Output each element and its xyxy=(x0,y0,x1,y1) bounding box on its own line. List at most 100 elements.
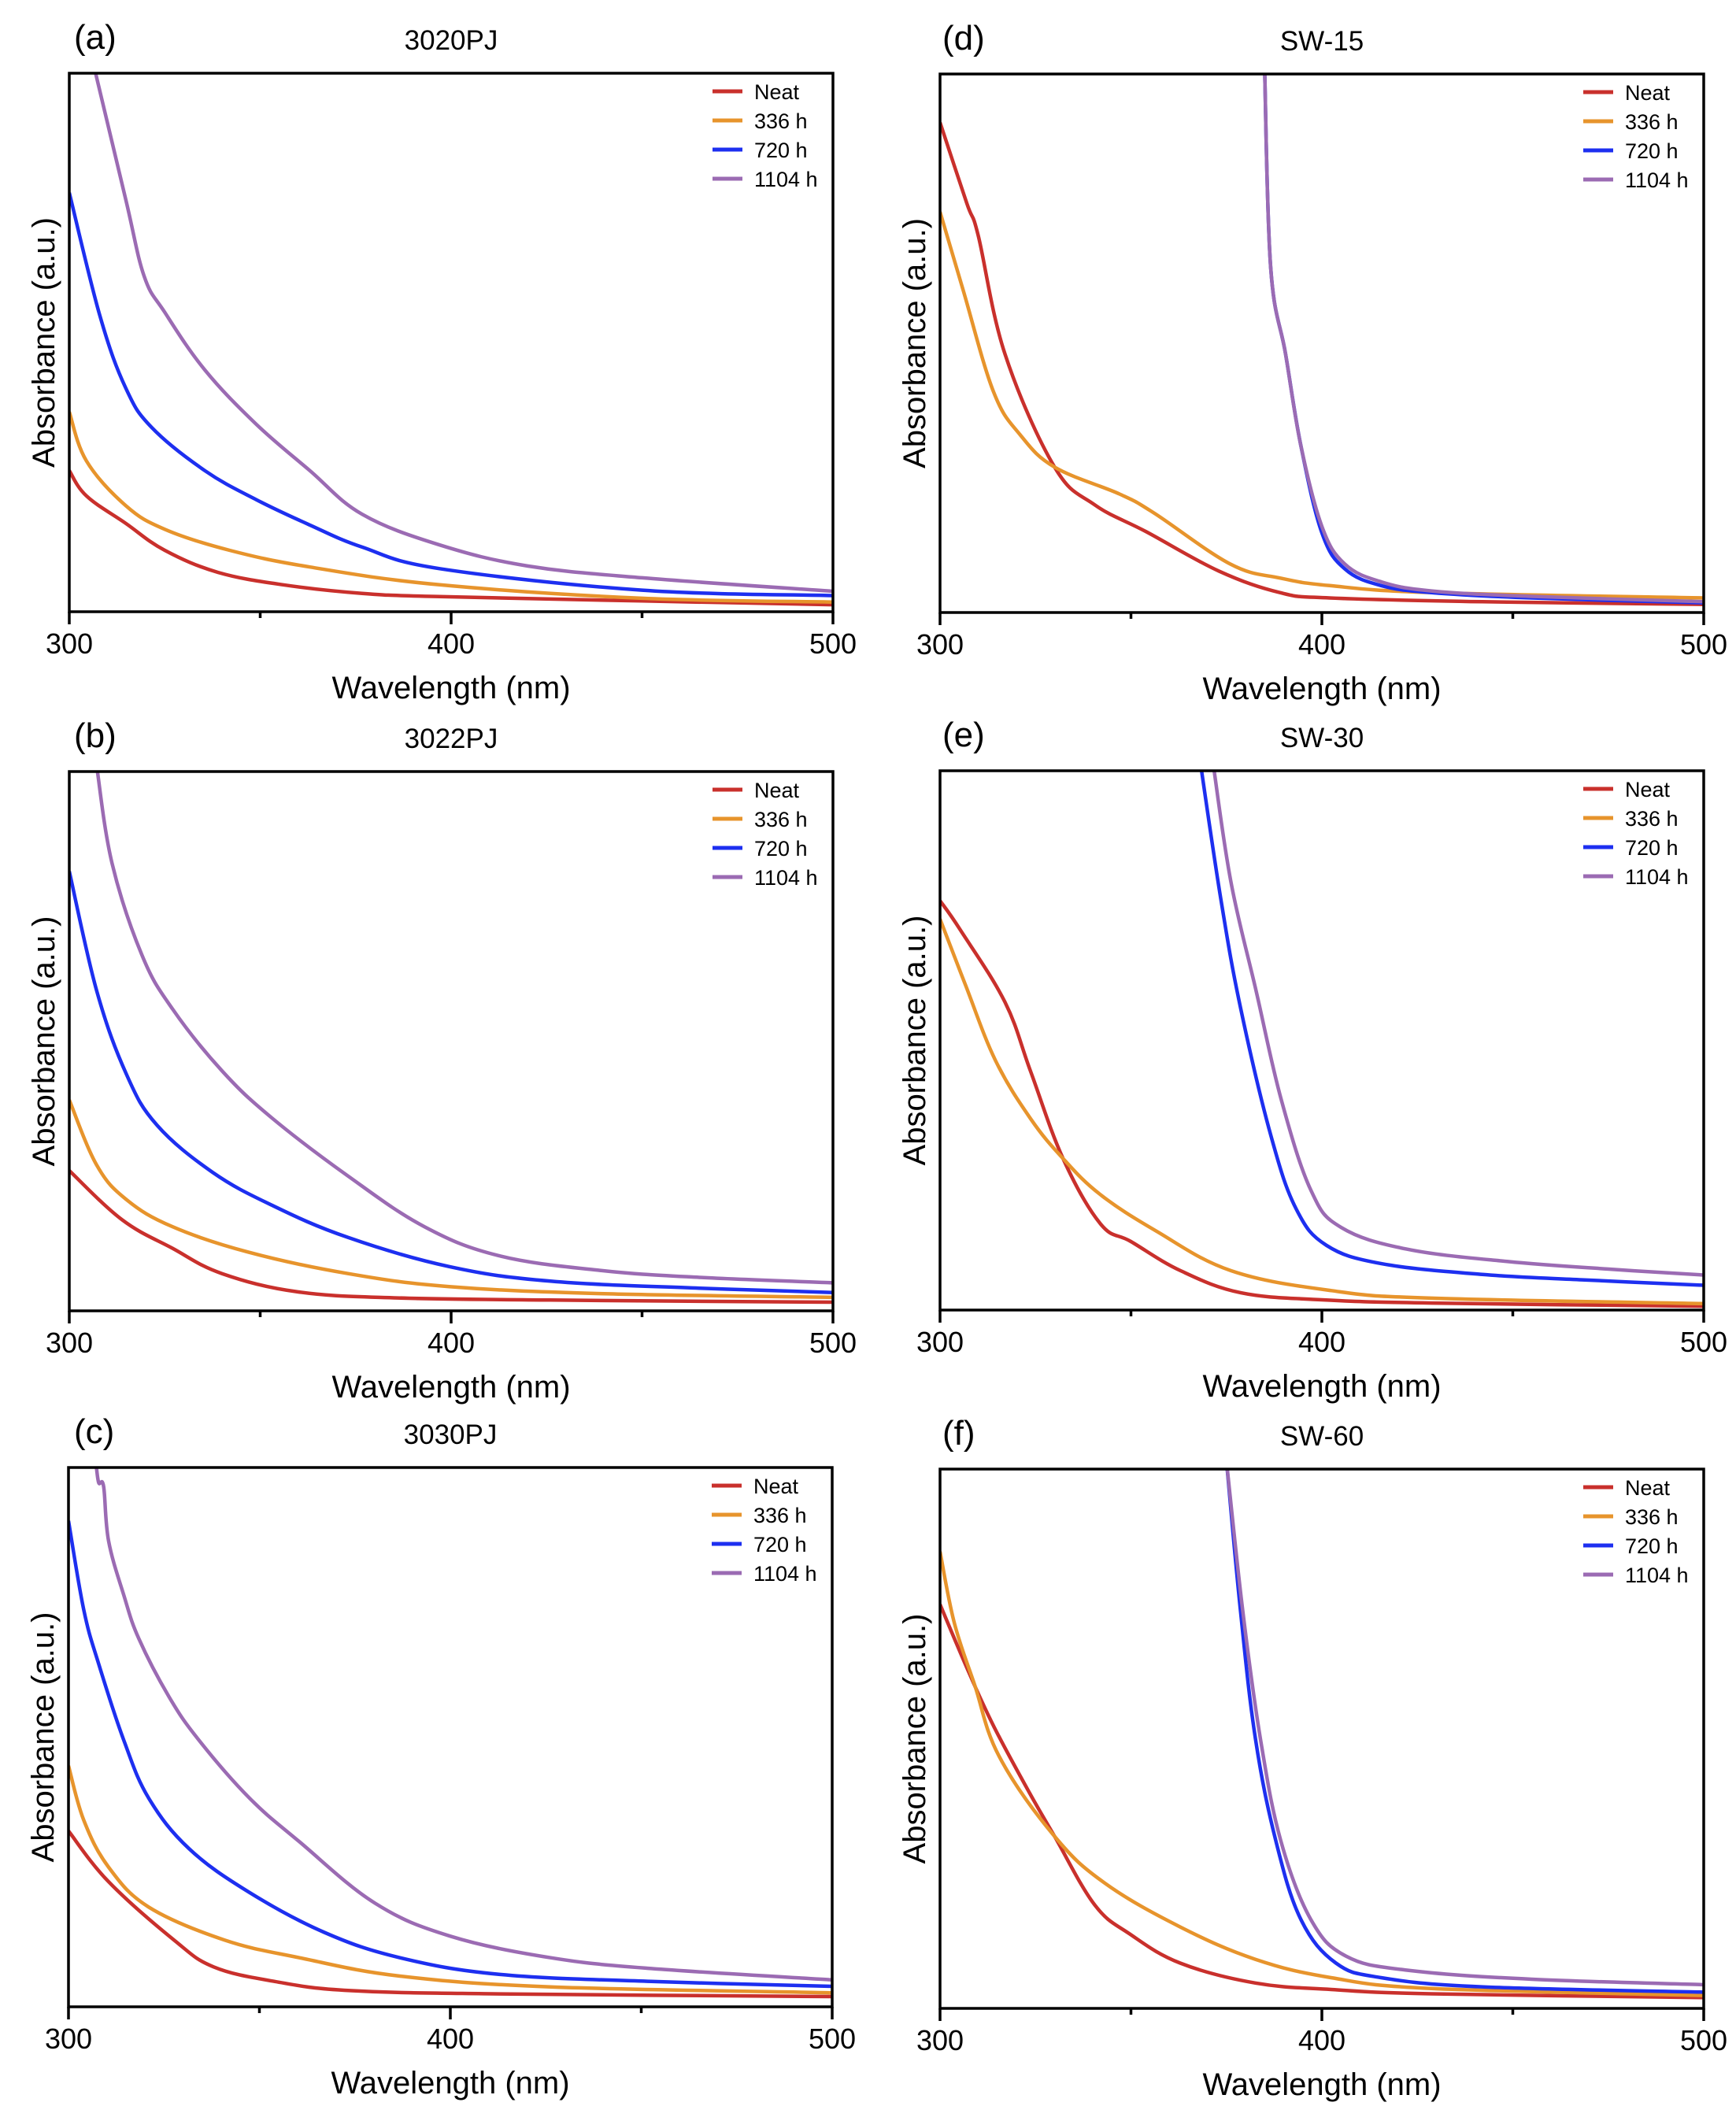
x-tick-label: 500 xyxy=(1680,1326,1727,1358)
legend-label: 336 h xyxy=(1625,110,1679,134)
y-axis-label: Absorbance (a.u.) xyxy=(898,1614,932,1864)
legend-label: 1104 h xyxy=(754,168,818,191)
series-line-336h xyxy=(69,411,833,604)
legend-item: 720 h xyxy=(713,837,808,861)
legend-item: 1104 h xyxy=(712,1562,817,1586)
x-tick-label: 500 xyxy=(1680,628,1727,661)
series-line-720h xyxy=(68,1520,832,1989)
series-line-1104h xyxy=(1263,74,1704,604)
series-line-336h xyxy=(940,1551,1704,1997)
axes-frame xyxy=(938,769,1705,1312)
plot-area xyxy=(68,1468,832,1999)
panel-label: (b) xyxy=(74,716,117,755)
plot-area xyxy=(69,73,833,607)
series-line-1104h xyxy=(1212,771,1704,1277)
series-line-720h xyxy=(69,871,833,1294)
legend-item: 336 h xyxy=(1583,1505,1679,1529)
legend-label: Neat xyxy=(753,1475,799,1498)
series-line-1104h xyxy=(94,1468,832,1982)
series-line-720h xyxy=(1225,1469,1704,1994)
legend-label: 720 h xyxy=(754,139,808,162)
series-line-neat xyxy=(940,899,1704,1308)
legend-label: Neat xyxy=(754,779,800,802)
x-tick-label: 400 xyxy=(1298,1326,1345,1358)
legend-label: 720 h xyxy=(754,837,808,861)
panel-label: (a) xyxy=(74,18,117,57)
legend-label: 720 h xyxy=(753,1533,807,1556)
x-axis-label: Wavelength (nm) xyxy=(1202,1369,1441,1404)
plot-area xyxy=(940,771,1704,1308)
series-line-neat xyxy=(940,1604,1704,2000)
legend-item: Neat xyxy=(713,80,800,104)
x-tick-label: 300 xyxy=(916,1326,964,1358)
legend-item: 336 h xyxy=(1583,110,1679,134)
y-axis-label: Absorbance (a.u.) xyxy=(26,1612,61,1863)
x-axis-label: Wavelength (nm) xyxy=(1202,2067,1441,2102)
legend-label: 1104 h xyxy=(1625,168,1689,192)
panel-d: (d) SW-15 300 400 500 Wavelength (nm) Absorban… xyxy=(898,19,1727,706)
series-line-720h xyxy=(69,192,833,598)
panel-label: (d) xyxy=(942,19,985,57)
x-tick-label: 400 xyxy=(427,2023,474,2055)
y-axis-label: Absorbance (a.u.) xyxy=(898,916,932,1166)
legend-label: Neat xyxy=(754,80,800,104)
y-axis-label: Absorbance (a.u.) xyxy=(898,218,932,468)
legend-label: 720 h xyxy=(1625,1534,1679,1558)
legend-label: 336 h xyxy=(753,1504,807,1527)
series-line-1104h xyxy=(94,73,833,594)
panel-title: SW-30 xyxy=(1280,723,1364,753)
legend-item: 1104 h xyxy=(1583,865,1689,889)
plot-area xyxy=(940,1469,1704,2000)
legend-label: 1104 h xyxy=(753,1562,817,1586)
x-tick-label: 300 xyxy=(45,2023,92,2055)
panel-title: 3020PJ xyxy=(405,25,498,56)
legend: Neat 336 h 720 h 1104 h xyxy=(1583,81,1689,192)
panel-b: (b) 3022PJ 300 400 500 Wavelength (nm) Absorba… xyxy=(27,716,857,1405)
legend-label: 1104 h xyxy=(1625,865,1689,889)
panel-e: (e) SW-30 300 400 500 Wavelength (nm) Absorban… xyxy=(898,716,1727,1404)
legend-item: 1104 h xyxy=(713,866,818,890)
panel-title: SW-15 xyxy=(1280,26,1364,57)
legend-item: Neat xyxy=(713,779,800,802)
panel-label: (c) xyxy=(74,1412,114,1451)
legend-item: 720 h xyxy=(712,1533,807,1556)
legend-label: 336 h xyxy=(754,808,808,831)
legend-label: 1104 h xyxy=(754,866,818,890)
legend-item: Neat xyxy=(712,1475,799,1498)
series-line-720h xyxy=(1199,771,1704,1287)
legend-item: 720 h xyxy=(713,139,808,162)
series-line-1104h xyxy=(1225,1469,1704,1987)
axes-frame xyxy=(938,1468,1705,2010)
x-axis-label: Wavelength (nm) xyxy=(331,671,570,705)
legend-item: 720 h xyxy=(1583,1534,1679,1558)
series-line-neat xyxy=(69,1169,833,1305)
panel-title: 3030PJ xyxy=(404,1419,498,1450)
legend: Neat 336 h 720 h 1104 h xyxy=(713,779,818,890)
x-tick-label: 300 xyxy=(46,627,93,660)
legend-item: Neat xyxy=(1583,81,1671,105)
plot-area xyxy=(940,74,1704,606)
legend: Neat 336 h 720 h 1104 h xyxy=(713,80,818,191)
legend-item: 336 h xyxy=(712,1504,807,1527)
x-tick-label: 500 xyxy=(1680,2024,1727,2056)
legend: Neat 336 h 720 h 1104 h xyxy=(1583,1476,1689,1587)
panel-label: (e) xyxy=(942,716,985,754)
legend-label: 336 h xyxy=(754,109,808,133)
series-line-336h xyxy=(940,918,1704,1306)
legend: Neat 336 h 720 h 1104 h xyxy=(1583,778,1689,889)
series-line-1104h xyxy=(95,772,833,1285)
panel-title: 3022PJ xyxy=(405,724,498,754)
series-line-336h xyxy=(940,211,1704,600)
x-tick-label: 400 xyxy=(1298,2024,1345,2056)
x-tick-label: 400 xyxy=(428,1327,475,1359)
series-line-336h xyxy=(68,1765,832,1995)
series-line-neat xyxy=(68,1830,832,1999)
panel-a: (a) 3020PJ 300 400 500 Wavelength (nm) Absorba… xyxy=(27,18,857,705)
legend-item: 720 h xyxy=(1583,139,1679,163)
legend-label: 336 h xyxy=(1625,807,1679,831)
legend-item: 1104 h xyxy=(1583,168,1689,192)
x-tick-label: 300 xyxy=(916,2024,964,2056)
x-tick-label: 500 xyxy=(809,1327,857,1359)
panel-f: (f) SW-60 300 400 500 Wavelength (nm) Absorban… xyxy=(898,1414,1727,2102)
